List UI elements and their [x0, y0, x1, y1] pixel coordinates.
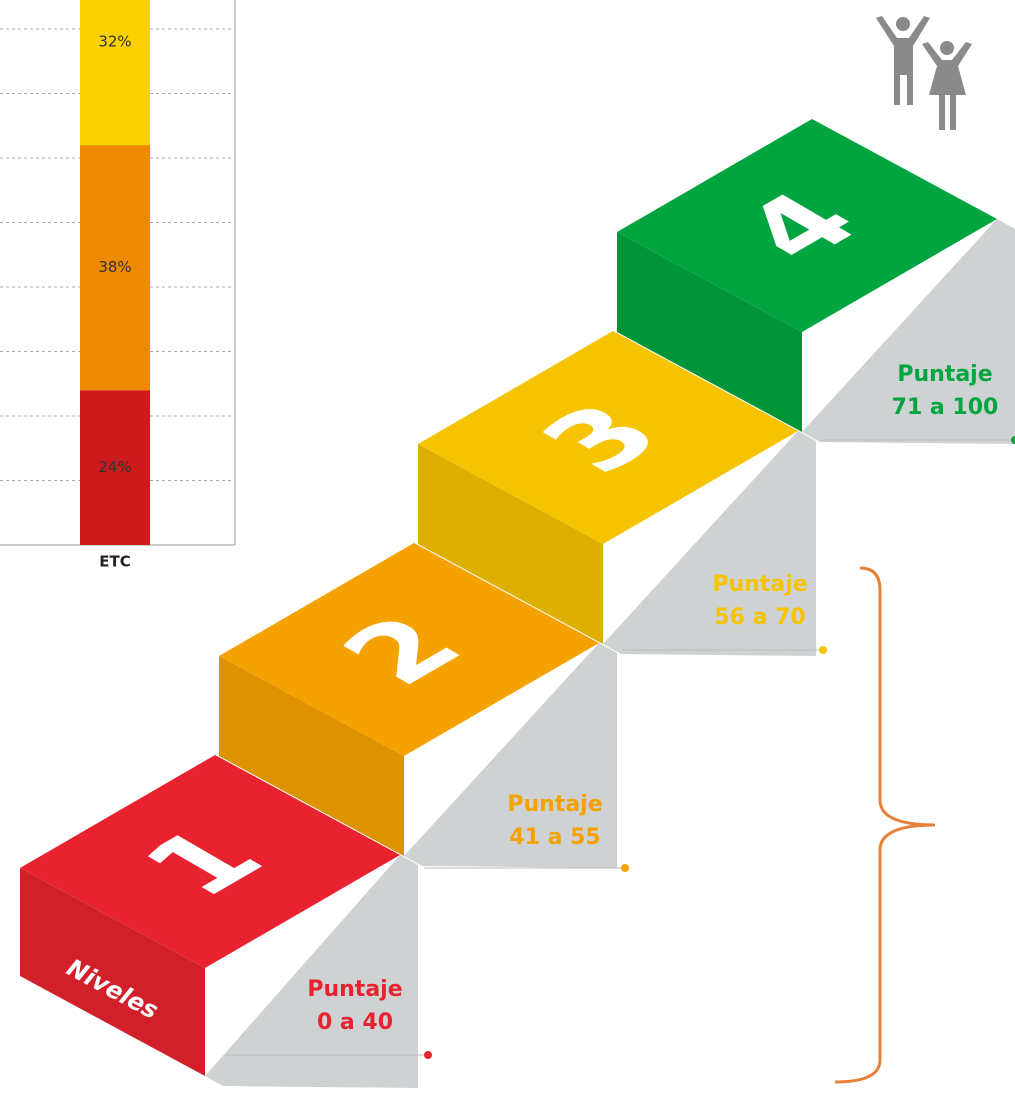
score-label: Puntaje: [712, 572, 807, 597]
leader-dot: [424, 1051, 432, 1059]
bar-chart: 24% 38% 32% ETC: [0, 0, 235, 570]
value-label: 38%: [98, 258, 131, 276]
score-range: 56 a 70: [714, 605, 805, 630]
infographic: 24%38%32%ETC 1Puntaje0 a 402Puntaje41 a …: [0, 0, 1015, 1094]
value-label: 24%: [98, 458, 131, 476]
value-label: 32%: [98, 32, 131, 50]
score-label: Puntaje: [897, 362, 992, 387]
leader-dot: [819, 646, 827, 654]
score-range: 71 a 100: [892, 395, 999, 420]
bar-segment: [80, 0, 150, 145]
people-icon: [876, 16, 972, 130]
score-range: 0 a 40: [317, 1010, 393, 1035]
score-label: Puntaje: [307, 977, 402, 1002]
score-range: 41 a 55: [509, 825, 600, 850]
leader-dot: [621, 864, 629, 872]
brace: [835, 568, 935, 1082]
score-label: Puntaje: [507, 792, 602, 817]
x-tick-label: ETC: [99, 553, 131, 571]
